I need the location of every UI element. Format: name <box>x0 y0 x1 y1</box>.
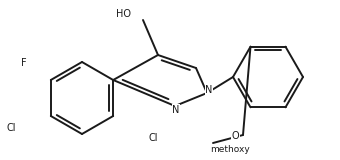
Text: N: N <box>205 85 213 95</box>
Text: Cl: Cl <box>6 123 16 133</box>
Text: N: N <box>172 105 180 115</box>
Text: methoxy: methoxy <box>210 145 250 155</box>
Text: Cl: Cl <box>148 133 157 143</box>
Text: HO: HO <box>116 9 131 19</box>
Text: F: F <box>21 58 27 68</box>
Text: O: O <box>232 131 239 141</box>
